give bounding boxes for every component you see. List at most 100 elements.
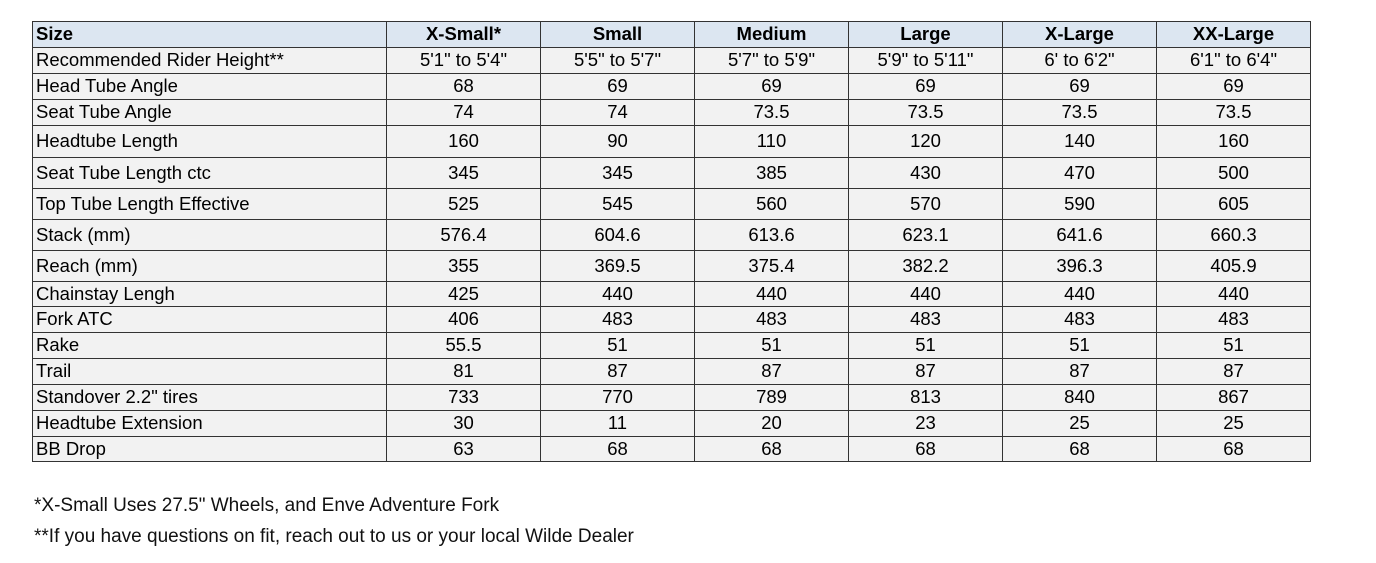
- row-label: Headtube Length: [32, 125, 387, 158]
- cell: 74: [540, 99, 695, 126]
- table-body: Size X-Small* Small Medium Large X-Large XX-La…: [32, 21, 1311, 462]
- table-row: Trail 81 87 87 87 87 87: [32, 358, 1311, 385]
- cell: 604.6: [540, 219, 695, 251]
- table-row: Stack (mm) 576.4 604.6 613.6 623.1 641.6 660.3: [32, 219, 1311, 251]
- cell: 430: [848, 157, 1003, 189]
- cell: Large: [848, 21, 1003, 48]
- row-label: Chainstay Lengh: [32, 281, 387, 307]
- cell: 660.3: [1156, 219, 1311, 251]
- cell: 545: [540, 188, 695, 220]
- cell: 560: [694, 188, 849, 220]
- cell: 51: [1002, 332, 1157, 359]
- cell: 73.5: [848, 99, 1003, 126]
- cell: X-Large: [1002, 21, 1157, 48]
- cell: 425: [386, 281, 541, 307]
- cell: 110: [694, 125, 849, 158]
- table-row: Recommended Rider Height** 5'1" to 5'4" 5'…: [32, 47, 1311, 74]
- cell: 440: [848, 281, 1003, 307]
- cell: 69: [540, 73, 695, 100]
- cell: 375.4: [694, 250, 849, 282]
- cell: 120: [848, 125, 1003, 158]
- row-label: Seat Tube Length ctc: [32, 157, 387, 189]
- cell: Medium: [694, 21, 849, 48]
- cell: 385: [694, 157, 849, 189]
- table-row: Standover 2.2" tires 733 770 789 813 840 867: [32, 384, 1311, 411]
- cell: 51: [1156, 332, 1311, 359]
- cell: 25: [1002, 410, 1157, 437]
- cell: 55.5: [386, 332, 541, 359]
- row-label: Seat Tube Angle: [32, 99, 387, 126]
- cell: XX-Large: [1156, 21, 1311, 48]
- table-row: Rake 55.5 51 51 51 51 51: [32, 332, 1311, 359]
- cell: 406: [386, 306, 541, 333]
- row-label: Reach (mm): [32, 250, 387, 282]
- cell: 5'1" to 5'4": [386, 47, 541, 74]
- row-label: Size: [32, 21, 387, 48]
- cell: 90: [540, 125, 695, 158]
- cell: 73.5: [1156, 99, 1311, 126]
- cell: 813: [848, 384, 1003, 411]
- cell: 87: [1002, 358, 1157, 385]
- cell: 470: [1002, 157, 1157, 189]
- cell: 500: [1156, 157, 1311, 189]
- row-label: Rake: [32, 332, 387, 359]
- cell: 396.3: [1002, 250, 1157, 282]
- cell: 5'9" to 5'11": [848, 47, 1003, 74]
- cell: 68: [540, 436, 695, 462]
- cell: 74: [386, 99, 541, 126]
- cell: Small: [540, 21, 695, 48]
- table-row: Head Tube Angle 68 69 69 69 69 69: [32, 73, 1311, 100]
- cell: 355: [386, 250, 541, 282]
- cell: 345: [540, 157, 695, 189]
- cell: 68: [1002, 436, 1157, 462]
- table-row: Chainstay Lengh 425 440 440 440 440 440: [32, 281, 1311, 307]
- cell: 789: [694, 384, 849, 411]
- cell: 160: [1156, 125, 1311, 158]
- row-label: Stack (mm): [32, 219, 387, 251]
- cell: 440: [540, 281, 695, 307]
- cell: 11: [540, 410, 695, 437]
- cell: 613.6: [694, 219, 849, 251]
- cell: 576.4: [386, 219, 541, 251]
- row-label: Fork ATC: [32, 306, 387, 333]
- table-row: Headtube Extension 30 11 20 23 25 25: [32, 410, 1311, 437]
- geometry-table: Size X-Small* Small Medium Large X-Large XX-La…: [32, 21, 1311, 462]
- cell: 51: [540, 332, 695, 359]
- table-row: Fork ATC 406 483 483 483 483 483: [32, 306, 1311, 333]
- cell: X-Small*: [386, 21, 541, 48]
- cell: 623.1: [848, 219, 1003, 251]
- row-label: BB Drop: [32, 436, 387, 462]
- cell: 5'7" to 5'9": [694, 47, 849, 74]
- cell: 69: [1002, 73, 1157, 100]
- cell: 440: [1156, 281, 1311, 307]
- cell: 483: [848, 306, 1003, 333]
- cell: 87: [694, 358, 849, 385]
- cell: 73.5: [1002, 99, 1157, 126]
- table-row: BB Drop 63 68 68 68 68 68: [32, 436, 1311, 462]
- cell: 570: [848, 188, 1003, 220]
- cell: 440: [1002, 281, 1157, 307]
- footnote: *X-Small Uses 27.5" Wheels, and Enve Adv…: [34, 495, 500, 516]
- table-row: Seat Tube Length ctc 345 345 385 430 470 500: [32, 157, 1311, 189]
- cell: 483: [694, 306, 849, 333]
- cell: 382.2: [848, 250, 1003, 282]
- cell: 369.5: [540, 250, 695, 282]
- cell: 590: [1002, 188, 1157, 220]
- cell: 6'1" to 6'4": [1156, 47, 1311, 74]
- row-label: Trail: [32, 358, 387, 385]
- table-row: Seat Tube Angle 74 74 73.5 73.5 73.5 73.5: [32, 99, 1311, 126]
- cell: 440: [694, 281, 849, 307]
- cell: 140: [1002, 125, 1157, 158]
- cell: 68: [694, 436, 849, 462]
- cell: 81: [386, 358, 541, 385]
- table-row: Headtube Length 160 90 110 120 140 160: [32, 125, 1311, 158]
- cell: 20: [694, 410, 849, 437]
- cell: 69: [1156, 73, 1311, 100]
- cell: 73.5: [694, 99, 849, 126]
- row-label: Head Tube Angle: [32, 73, 387, 100]
- cell: 68: [1156, 436, 1311, 462]
- cell: 87: [540, 358, 695, 385]
- cell: 770: [540, 384, 695, 411]
- cell: 733: [386, 384, 541, 411]
